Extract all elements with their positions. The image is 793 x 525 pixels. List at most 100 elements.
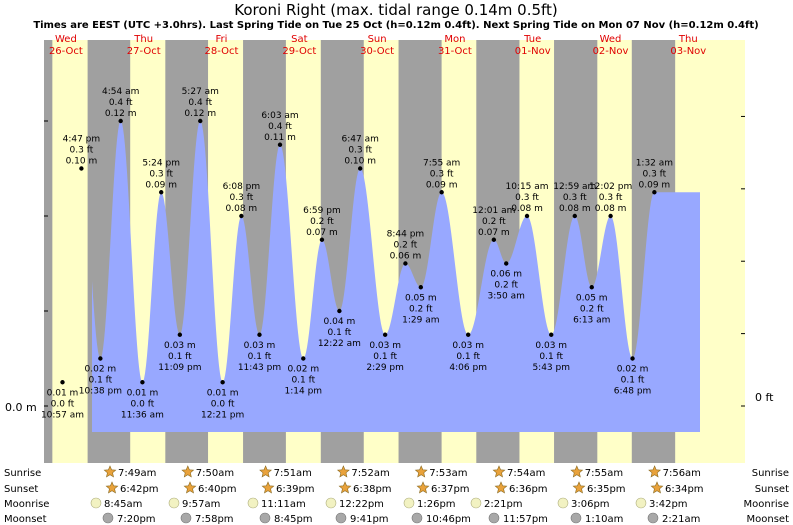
- tide-area: [92, 121, 700, 432]
- day-date: 27-Oct: [127, 46, 161, 57]
- moonset-time: 9:41pm: [350, 514, 389, 525]
- tide-point: [257, 332, 262, 337]
- tide-label: 0.2 ft: [482, 217, 506, 227]
- tide-label: 11:09 pm: [158, 363, 201, 373]
- day-date: 01-Nov: [515, 46, 551, 57]
- tide-label: 12:02 pm: [589, 182, 632, 192]
- moonrise-time: 1:26pm: [417, 499, 456, 510]
- tide-label: 1:14 pm: [285, 387, 323, 397]
- moonset-icon: [570, 512, 582, 524]
- chart-subtitle: Times are EEST (UTC +3.0hrs). Last Sprin…: [33, 20, 758, 31]
- day-date: 29-Oct: [282, 46, 316, 57]
- moonset-time: 11:57pm: [503, 514, 548, 525]
- tide-label: 0.05 m: [576, 293, 608, 303]
- moonset-icon: [488, 512, 500, 524]
- tide-point: [549, 332, 554, 337]
- moonrise-time: 3:42pm: [649, 499, 688, 510]
- sunset-icon: [572, 481, 586, 494]
- sunset-icon: [105, 481, 119, 494]
- sunrise-time: 7:56am: [663, 468, 701, 479]
- tide-point: [220, 380, 225, 385]
- moonrise-time: 9:57am: [182, 499, 220, 510]
- tide-label: 1:29 am: [402, 315, 439, 325]
- tide-label: 0.4 ft: [188, 98, 212, 108]
- moonset-time: 8:45pm: [274, 514, 313, 525]
- sunset-icon: [494, 481, 508, 494]
- tide-label: 0.12 m: [184, 109, 216, 119]
- tide-label: 0.09 m: [145, 180, 177, 190]
- moonset-icon: [259, 512, 271, 524]
- moonset-icon: [647, 512, 659, 524]
- tide-label: 0.08 m: [511, 204, 543, 214]
- sunset-time: 6:40pm: [198, 484, 237, 495]
- sunset-time: 6:36pm: [509, 484, 548, 495]
- moonset-icon: [180, 512, 192, 524]
- tide-point: [98, 356, 103, 361]
- tide-label: 0.06 m: [490, 270, 522, 280]
- tide-label: 0.02 m: [85, 365, 117, 375]
- tide-label: 10:38 pm: [79, 387, 122, 397]
- day-name: Wed: [55, 34, 77, 45]
- tide-point: [79, 166, 84, 171]
- sunset-row-label-right: Sunset: [755, 484, 789, 495]
- header: Koroni Right (max. tidal range 0.14m 0.5…: [33, 1, 758, 31]
- day-date: 30-Oct: [360, 46, 394, 57]
- day-date: 26-Oct: [49, 46, 83, 57]
- tide-label: 0.10 m: [66, 157, 98, 167]
- moonrise-time: 11:11am: [261, 499, 306, 510]
- sunset-icon: [261, 481, 275, 494]
- day-name: Fri: [216, 34, 228, 45]
- tide-label: 6:47 am: [342, 135, 379, 145]
- tide-label: 0.01 m: [47, 388, 79, 398]
- sun-moon-table: Sunrise Sunrise Sunset Sunset Moonrise Moonri…: [4, 465, 789, 525]
- moonrise-time: 8:45am: [104, 499, 142, 510]
- tide-label: 0.3 ft: [599, 193, 623, 203]
- day-name: Sun: [368, 34, 387, 45]
- tide-label: 0.1 ft: [89, 376, 113, 386]
- moonrise-icon: [635, 497, 647, 509]
- tide-label: 4:47 pm: [63, 135, 101, 145]
- tide-label: 0.3 ft: [230, 193, 254, 203]
- tide-label: 0.1 ft: [291, 376, 315, 386]
- tide-point: [177, 332, 183, 337]
- tide-label: 0.1 ft: [456, 352, 480, 362]
- moonrise-icon: [470, 497, 482, 509]
- tide-label: 0.02 m: [617, 365, 649, 375]
- tide-label: 0.05 m: [405, 293, 437, 303]
- sunrise-icon: [492, 465, 506, 478]
- day-labels: Wed26-OctThu27-OctFri28-OctSat29-OctSun3…: [49, 34, 706, 57]
- tide-point: [491, 237, 497, 242]
- day-name: Wed: [600, 34, 622, 45]
- tide-label: 0.2 ft: [409, 304, 433, 314]
- tide-label: 0.09 m: [426, 180, 458, 190]
- tide-label: 4:06 pm: [449, 363, 487, 373]
- tide-label: 0.0 ft: [51, 399, 75, 409]
- tide-label: 0.09 m: [639, 180, 671, 190]
- sunrise-row-label-left: Sunrise: [4, 468, 41, 479]
- sunrise-icon: [648, 465, 662, 478]
- tide-label: 11:36 am: [121, 410, 164, 420]
- tide-label: 4:54 am: [102, 87, 139, 97]
- tide-point: [439, 190, 444, 195]
- sunset-time: 6:38pm: [353, 484, 392, 495]
- tide-label: 0.01 m: [127, 388, 159, 398]
- tide-label: 0.3 ft: [515, 193, 539, 203]
- tide-label: 5:24 pm: [142, 158, 180, 168]
- tide-label: 0.1 ft: [539, 352, 563, 362]
- tide-label: 0.1 ft: [168, 352, 192, 362]
- tide-label: 0.0 ft: [211, 399, 235, 409]
- tide-label: 0.03 m: [244, 341, 276, 351]
- tide-label: 0.1 ft: [328, 328, 352, 338]
- sunset-time: 6:35pm: [587, 484, 626, 495]
- tide-point: [118, 118, 123, 124]
- tide-label: 0.08 m: [595, 204, 627, 214]
- tide-label: 6:48 pm: [614, 387, 652, 397]
- moonset-time: 2:21am: [662, 514, 700, 525]
- sunset-time: 6:42pm: [120, 484, 159, 495]
- sunset-time: 6:34pm: [665, 484, 704, 495]
- sunset-row-label-left: Sunset: [4, 484, 38, 495]
- tide-label: 0.04 m: [324, 317, 356, 327]
- sunset-icon: [650, 481, 664, 494]
- sunrise-icon: [414, 465, 428, 478]
